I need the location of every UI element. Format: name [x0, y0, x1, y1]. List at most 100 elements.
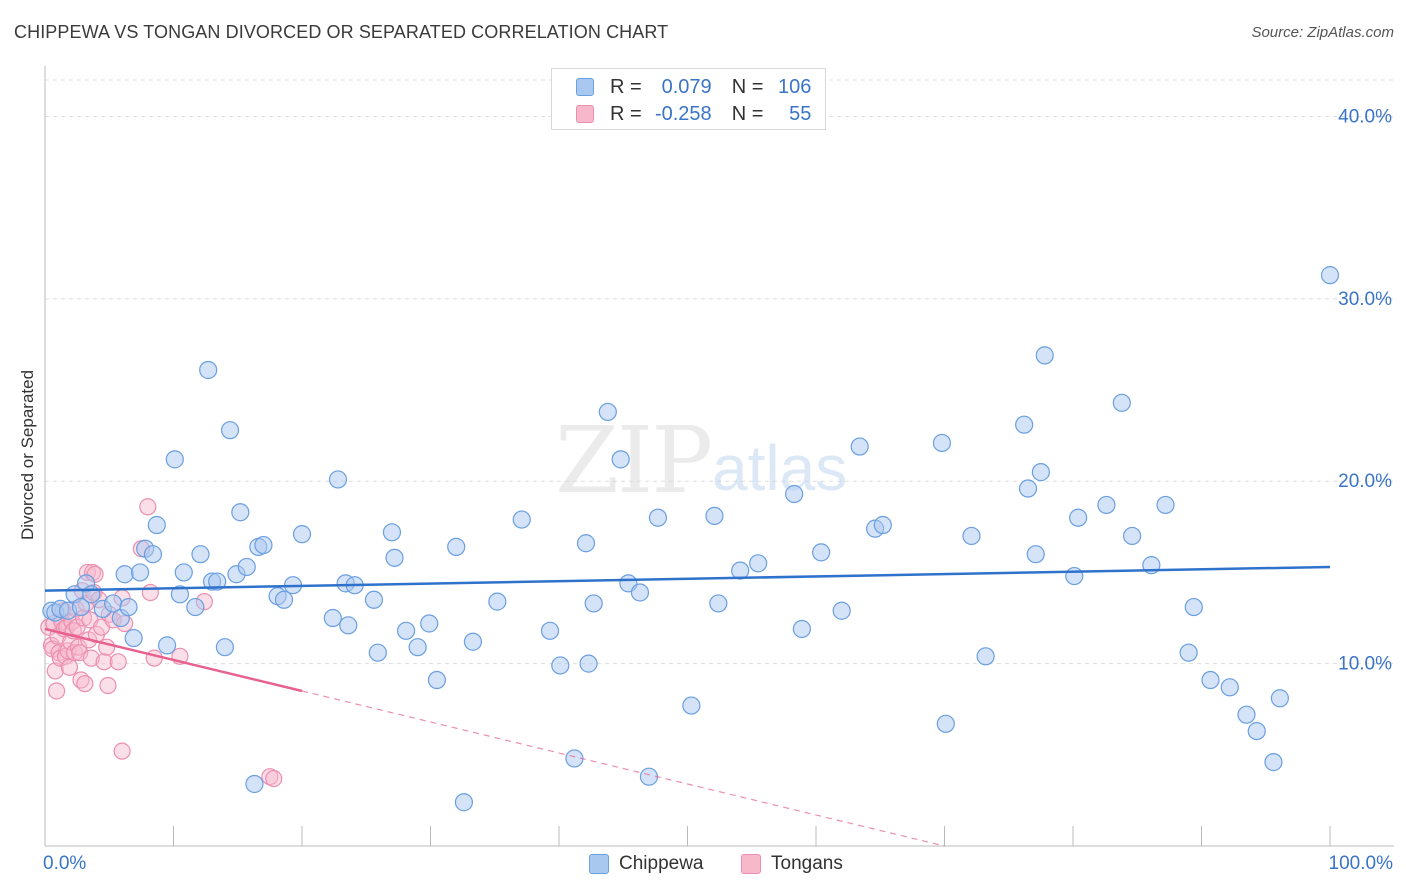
y-tick-label: 10.0%: [1338, 654, 1392, 675]
chippewa-point: [323, 608, 342, 628]
tick-labels: 10.0% 20.0% 30.0% 40.0% 0.0% 100.0%: [43, 106, 1393, 874]
correlation-legend: R = 0.079 N = 106 R = -0.258 N = 55: [551, 68, 826, 130]
chippewa-point: [1270, 689, 1289, 708]
watermark: ZIP atlas: [555, 407, 847, 514]
tongans-point: [47, 682, 66, 700]
tongans-point: [139, 498, 157, 516]
axes: [44, 66, 1394, 847]
chippewa-point: [512, 510, 531, 529]
chippewa-point: [812, 543, 831, 562]
chippewa-point: [709, 594, 728, 613]
chippewa-point: [832, 601, 851, 620]
y-tick-label: 20.0%: [1338, 471, 1392, 492]
tongans-swatch: [741, 854, 761, 874]
chippewa-point: [420, 614, 439, 633]
chippewa-point: [427, 670, 447, 690]
chippewa-point: [215, 638, 234, 657]
chippewa-point: [130, 563, 150, 582]
chippewa-point: [274, 590, 294, 609]
chippewa-point: [165, 450, 184, 469]
chippewa-point: [611, 450, 630, 469]
chippewa-point: [245, 774, 264, 794]
chippewa-point: [147, 515, 166, 535]
chippewa-point: [850, 437, 869, 456]
chippewa-point: [385, 548, 404, 567]
chippewa-point: [1031, 463, 1050, 482]
chippewa-point: [124, 628, 143, 648]
tongans-point: [141, 583, 159, 602]
chippewa-point: [1184, 597, 1203, 617]
chippewa-point: [208, 572, 227, 591]
n-label: N =: [731, 102, 764, 125]
chippewa-point: [579, 654, 598, 673]
r-value: -0.258: [654, 102, 712, 125]
y-tick-label: 40.0%: [1338, 106, 1392, 127]
chippewa-point: [115, 565, 134, 584]
chippewa-point: [598, 402, 617, 422]
tongans-point: [265, 769, 283, 788]
tongans-point: [113, 742, 131, 760]
r-value: 0.079: [661, 75, 712, 98]
chippewa-point: [1018, 479, 1038, 498]
chippewa-point: [1220, 678, 1239, 697]
legend-row-chippewa: R = 0.079 N = 106: [576, 74, 811, 100]
chippewa-point: [1237, 705, 1256, 724]
chippewa-point: [191, 545, 210, 564]
source-note: Source: ZipAtlas.com: [1251, 24, 1394, 41]
r-label: R =: [610, 102, 642, 125]
tongans-point: [95, 653, 113, 671]
grid-lines: [45, 79, 1394, 665]
chippewa-point: [328, 470, 348, 489]
chippewa-point: [1320, 266, 1340, 285]
chippewa-point: [785, 484, 804, 504]
legend-label-chippewa: Chippewa: [619, 853, 704, 874]
tongans-point: [68, 618, 86, 636]
chippewa-swatch: [576, 78, 594, 96]
legend-label-tongans: Tongans: [771, 853, 843, 874]
chippewa-point: [540, 621, 560, 640]
tongans-point: [145, 649, 163, 667]
chippewa-point: [1097, 495, 1116, 515]
tongans-point: [46, 662, 64, 680]
chippewa-point: [186, 597, 205, 617]
watermark-zip: ZIP: [555, 407, 711, 514]
chippewa-point: [792, 619, 811, 639]
chippewa-point: [682, 696, 701, 715]
chippewa-points: [42, 266, 1340, 812]
chippewa-point: [1123, 526, 1142, 546]
chippewa-point: [488, 592, 507, 611]
chippewa-point: [447, 537, 466, 556]
legend-item-chippewa[interactable]: Chippewa: [589, 851, 704, 877]
x-tick-label: 0.0%: [43, 853, 86, 874]
tongans-swatch: [576, 105, 594, 123]
chippewa-point: [71, 597, 91, 617]
chippewa-point: [454, 793, 474, 812]
tongans-point: [109, 653, 127, 671]
chippewa-point: [199, 360, 218, 380]
watermark-atlas: atlas: [712, 432, 847, 504]
chippewa-point: [174, 563, 193, 582]
chippewa-point: [551, 656, 570, 675]
chippewa-swatch: [589, 854, 609, 874]
chippewa-point: [936, 714, 955, 733]
chippewa-point: [873, 515, 892, 535]
chippewa-point: [1026, 545, 1045, 564]
tongans-trend-line: [44, 627, 303, 693]
tongans-point: [76, 675, 94, 693]
legend-item-tongans[interactable]: Tongans: [741, 851, 843, 877]
chippewa-point: [1201, 670, 1220, 690]
chippewa-point: [368, 643, 387, 662]
chippewa-point: [1035, 346, 1054, 365]
chippewa-point: [648, 508, 668, 527]
chippewa-point: [396, 621, 416, 640]
y-axis-label: Divorced or Separated: [18, 369, 37, 541]
chippewa-point: [382, 523, 402, 542]
chippewa-point: [1112, 393, 1131, 412]
chippewa-point: [1179, 643, 1198, 662]
y-tick-label: 30.0%: [1338, 289, 1392, 310]
chippewa-point: [576, 534, 596, 553]
chippewa-point: [364, 590, 384, 609]
chippewa-point: [220, 421, 240, 440]
chippewa-point: [584, 594, 603, 613]
chippewa-point: [731, 561, 750, 580]
